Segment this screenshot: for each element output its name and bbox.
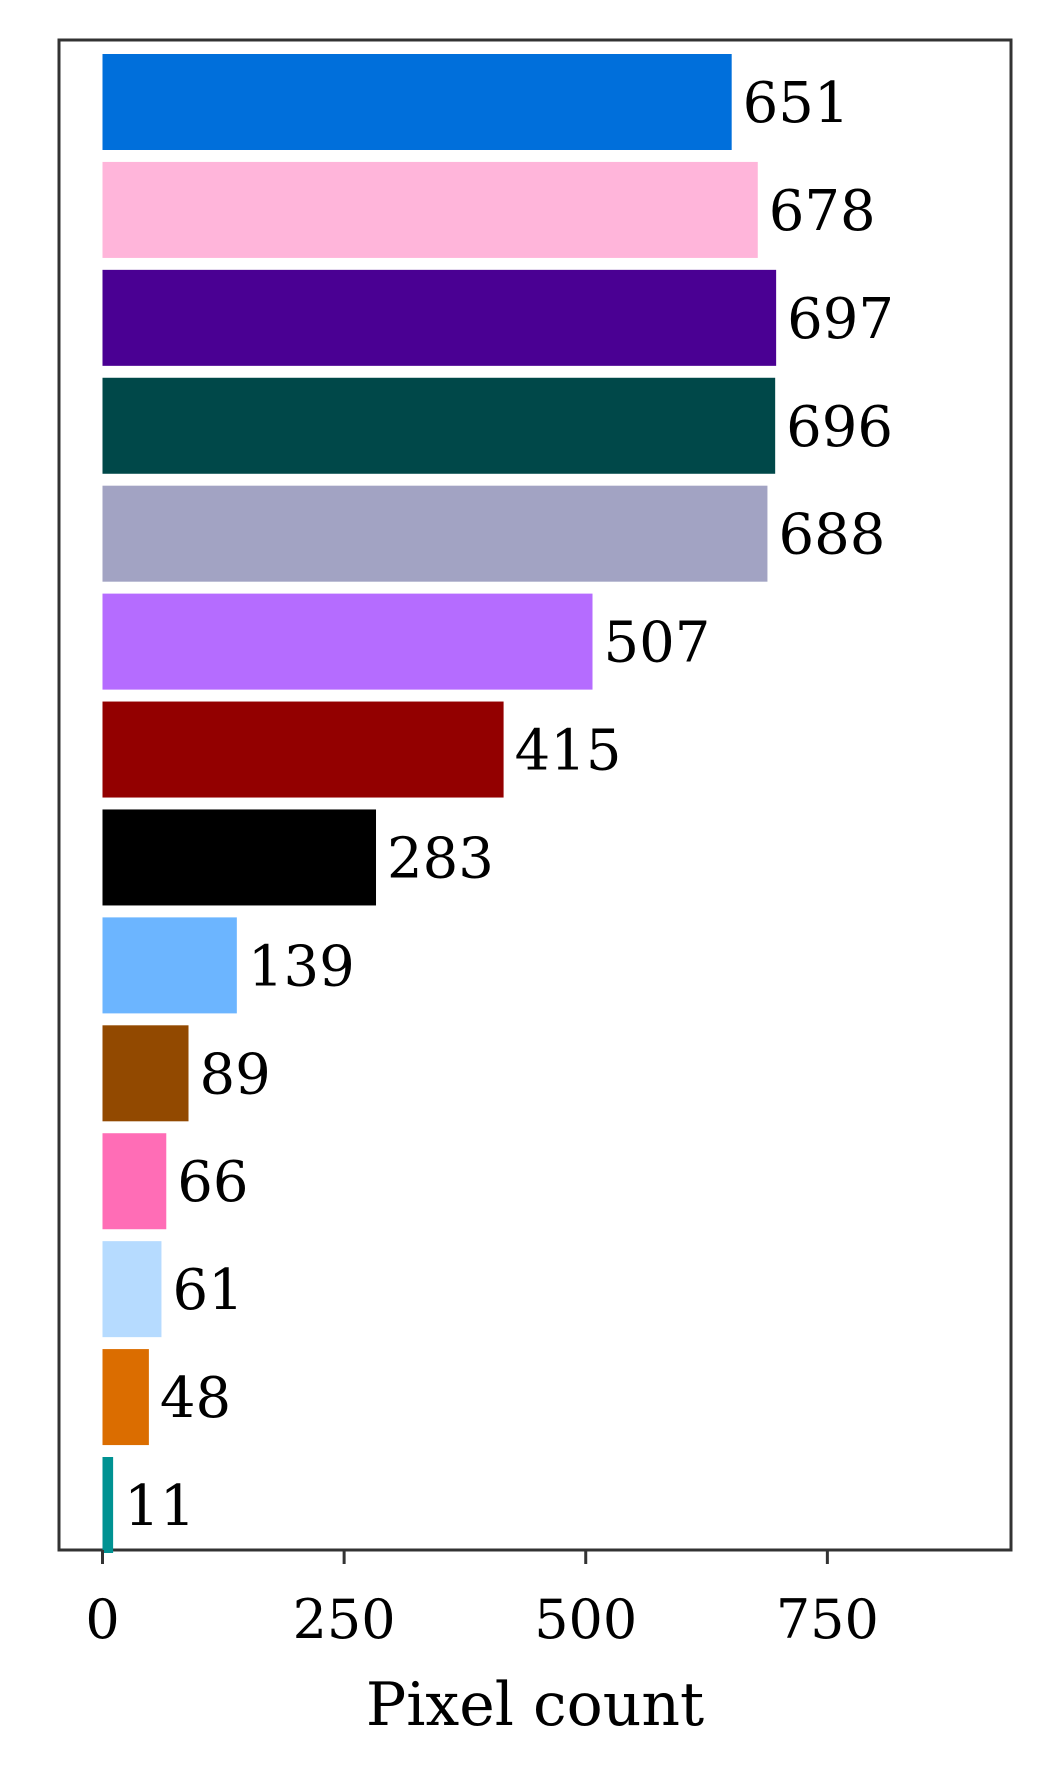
bar-14 (102, 1457, 114, 1553)
data-label-5: 688 (778, 503, 885, 568)
data-label-8: 283 (387, 826, 494, 891)
x-tick-label-3: 500 (534, 1588, 637, 1651)
bar-9 (102, 917, 237, 1014)
bar-13 (102, 1349, 149, 1446)
bar-1 (102, 54, 732, 150)
bar-3 (102, 269, 777, 366)
data-label-4: 696 (786, 395, 893, 460)
plot-frame (57, 38, 1013, 1552)
bar-6 (102, 593, 593, 690)
bar-8 (102, 809, 377, 906)
data-label-1: 651 (743, 71, 850, 136)
x-axis-title: Pixel count (366, 1670, 704, 1740)
bars-group (102, 54, 777, 1553)
x-tick-label-2: 250 (293, 1588, 396, 1651)
bar-10 (102, 1025, 189, 1122)
data-label-10: 89 (200, 1042, 271, 1107)
data-label-11: 66 (177, 1150, 248, 1215)
data-label-7: 415 (515, 719, 622, 784)
x-axis-ticks: 0 250 500 750 (85, 1550, 879, 1651)
data-label-6: 507 (604, 611, 711, 676)
x-tick-label-1: 0 (85, 1588, 119, 1651)
bar-5 (102, 485, 768, 582)
bar-4 (102, 377, 776, 474)
data-labels-group: 651 678 697 696 688 507 415 283 139 89 66 61 48 11 (124, 71, 894, 1539)
data-label-14: 11 (124, 1474, 195, 1539)
data-label-9: 139 (248, 934, 355, 999)
data-label-12: 61 (172, 1258, 243, 1323)
data-label-2: 678 (769, 179, 876, 244)
bar-7 (102, 701, 504, 798)
x-tick-label-4: 750 (776, 1588, 879, 1651)
bar-11 (102, 1133, 167, 1230)
data-label-13: 48 (160, 1366, 231, 1431)
bar-12 (102, 1241, 162, 1338)
bar-2 (102, 161, 758, 258)
data-label-3: 697 (787, 287, 894, 352)
